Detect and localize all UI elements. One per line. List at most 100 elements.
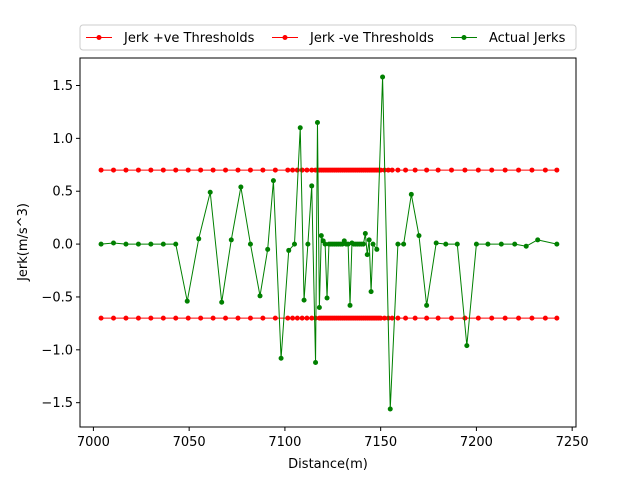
data-point — [305, 241, 311, 247]
data-point — [485, 241, 491, 247]
data-point — [173, 241, 179, 247]
data-point — [301, 297, 307, 303]
data-point — [395, 315, 401, 321]
x-tick-label: 7000 — [77, 435, 110, 450]
data-point — [173, 167, 179, 173]
data-point — [529, 315, 535, 321]
data-point — [247, 315, 253, 321]
data-point — [554, 241, 560, 247]
data-point — [464, 343, 470, 349]
data-point — [314, 120, 320, 125]
data-point — [173, 315, 179, 321]
data-point — [412, 315, 418, 321]
data-point — [260, 167, 266, 173]
x-tick-label: 7050 — [173, 435, 206, 450]
data-point — [207, 189, 213, 195]
data-point — [435, 315, 441, 321]
data-point — [111, 240, 117, 246]
data-point — [272, 167, 278, 173]
data-point — [374, 246, 380, 252]
data-point — [294, 167, 300, 173]
data-point — [290, 315, 296, 321]
data-point — [223, 315, 229, 321]
data-point — [389, 167, 395, 173]
data-point — [489, 167, 495, 173]
data-point — [401, 241, 407, 247]
data-point — [475, 167, 481, 173]
data-point — [502, 315, 508, 321]
data-point — [160, 315, 166, 321]
y-tick-label: −0.5 — [41, 290, 73, 305]
legend-entry-label: Jerk +ve Thresholds — [123, 31, 255, 46]
legend: Jerk +ve Thresholds Jerk -ve Thresholds … — [79, 24, 577, 51]
data-point — [297, 125, 303, 131]
x-tick-label: 7250 — [556, 435, 589, 450]
data-point — [185, 315, 191, 321]
data-point — [278, 355, 284, 361]
data-point — [285, 315, 291, 321]
data-point — [462, 315, 468, 321]
x-tick-label: 7100 — [268, 435, 301, 450]
data-point — [535, 237, 541, 243]
series-1 — [98, 315, 560, 321]
data-point — [223, 167, 229, 173]
legend-swatch-marker — [461, 35, 467, 40]
y-tick-label: 0.5 — [52, 185, 73, 200]
data-point — [435, 167, 441, 173]
data-point — [387, 406, 393, 412]
data-point — [473, 241, 479, 247]
data-point — [412, 167, 418, 173]
data-point — [389, 315, 395, 321]
data-point — [433, 240, 439, 246]
x-tick-label: 7200 — [460, 435, 493, 450]
data-point — [294, 315, 300, 321]
y-tick-label: −1.5 — [41, 396, 73, 411]
data-point — [462, 167, 468, 173]
data-point — [489, 315, 495, 321]
data-point — [98, 167, 104, 173]
data-point — [272, 315, 278, 321]
data-point — [135, 167, 141, 173]
legend-entry-label: Actual Jerks — [489, 31, 566, 46]
y-tick-label: 0.0 — [52, 238, 73, 253]
data-point — [318, 233, 324, 239]
data-point — [228, 237, 234, 243]
data-point — [395, 241, 401, 247]
data-point — [360, 241, 366, 247]
data-point — [285, 167, 291, 173]
data-point — [368, 289, 374, 295]
x-tick-label: 7150 — [364, 435, 397, 450]
data-point — [309, 167, 315, 173]
data-point — [123, 241, 129, 247]
data-point — [198, 167, 204, 173]
data-point — [148, 167, 154, 173]
data-point — [542, 315, 548, 321]
data-point — [454, 241, 460, 247]
data-point — [449, 167, 455, 173]
data-point — [512, 241, 518, 247]
data-point — [290, 167, 296, 173]
legend-swatch-marker — [282, 35, 288, 40]
data-point — [160, 167, 166, 173]
data-point — [286, 247, 292, 253]
plot-area — [98, 74, 560, 412]
data-point — [111, 315, 117, 321]
data-point — [316, 305, 322, 311]
data-point — [498, 241, 504, 247]
data-point — [309, 183, 315, 189]
data-point — [403, 315, 409, 321]
y-tick-label: −1.0 — [41, 343, 73, 358]
series-2 — [98, 74, 560, 412]
data-point — [364, 252, 370, 258]
data-point — [235, 167, 241, 173]
data-point — [257, 293, 263, 299]
data-point — [424, 315, 430, 321]
data-point — [299, 167, 305, 173]
data-point — [529, 167, 535, 173]
axes-frame — [79, 57, 577, 428]
data-point — [247, 167, 253, 173]
legend-entry-label: Jerk -ve Thresholds — [309, 31, 434, 46]
data-point — [554, 167, 560, 173]
data-point — [370, 241, 376, 247]
